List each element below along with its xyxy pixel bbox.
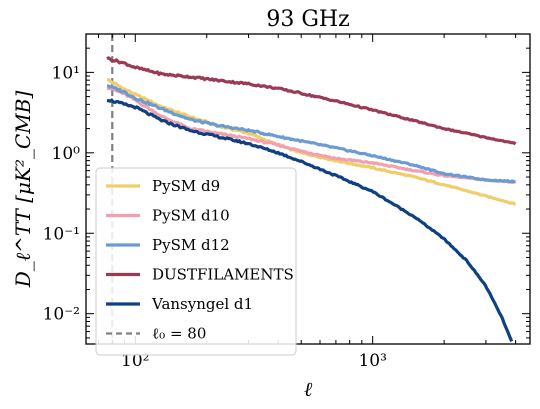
legend-label: DUSTFILAMENTS [152,266,294,284]
x-tick-label: 10² [121,351,149,371]
legend-label: ℓ₀ = 80 [152,325,206,343]
series-line-pysm-d12 [106,84,516,184]
x-tick-label: 10³ [358,351,386,371]
y-axis-label: D_ℓ^TT [μK²_CMB] [11,91,35,289]
plot-area [85,33,531,345]
series-line-pysm-d10 [106,86,516,185]
series-line-vansyngel-d1 [106,98,514,343]
legend-label: PySM d9 [152,177,220,195]
chart-title: 93 GHz [266,7,349,32]
y-tick-label: 10⁻¹ [43,224,80,244]
axis-ticks: 10² 10³ 10⁻² 10⁻¹ 10⁰ 10¹ [43,34,530,371]
axis-labels: ℓ D_ℓ^TT [μK²_CMB] [11,91,313,401]
legend-label: PySM d10 [152,207,230,225]
legend-box [95,167,297,356]
y-tick-label: 10⁻² [43,305,80,325]
series-line-dustfilaments [106,56,517,146]
x-axis-label: ℓ [304,377,313,401]
legend-label: Vansyngel d1 [151,295,253,313]
legend-label: PySM d12 [152,236,230,254]
series-line-pysm-d9 [106,78,517,206]
legend: PySM d9 PySM d10 PySM d12 DUSTFILAMENTS Vans… [95,167,297,356]
plot-frame [85,33,531,345]
y-tick-label: 10⁰ [52,144,81,164]
y-tick-label: 10¹ [52,63,80,83]
